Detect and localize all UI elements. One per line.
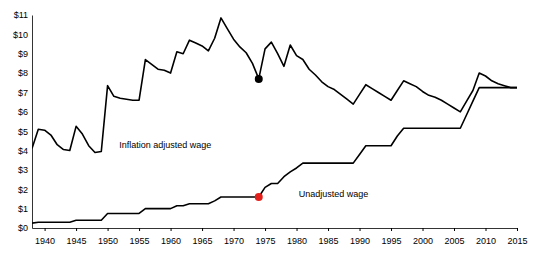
- x-tick-label: 2000: [413, 236, 433, 246]
- x-tick: 1970: [224, 228, 244, 246]
- x-tick-label: 1980: [287, 236, 307, 246]
- y-tick-label: $9: [18, 49, 28, 59]
- y-tick-label: $4: [18, 146, 28, 156]
- x-tick: 1955: [130, 228, 150, 246]
- x-tick-label: 1945: [67, 236, 87, 246]
- x-tick-mark: [108, 228, 109, 231]
- y-tick: $11: [14, 10, 32, 20]
- highlight-dot: [255, 75, 263, 83]
- y-tick: $1: [18, 204, 32, 214]
- x-tick-label: 1955: [130, 236, 150, 246]
- x-tick-mark: [360, 228, 361, 231]
- x-tick-label: 1940: [35, 236, 55, 246]
- x-tick-mark: [486, 228, 487, 231]
- series-line: [32, 18, 517, 153]
- x-tick: 1950: [98, 228, 118, 246]
- x-tick: 1960: [161, 228, 181, 246]
- x-tick-label: 2005: [444, 236, 464, 246]
- x-tick: 1985: [319, 228, 339, 246]
- highlight-dot: [255, 193, 263, 201]
- y-tick-label: $6: [18, 107, 28, 117]
- x-axis: 1940 1945 1950 1955 1960 1965 1970 1975 1980 1985…: [33, 228, 528, 246]
- x-tick-label: 2015: [507, 236, 527, 246]
- chart: 1940 1945 1950 1955 1960 1965 1970 1975 1980 1985…: [0, 0, 550, 262]
- x-tick-label: 1960: [161, 236, 181, 246]
- x-tick-mark: [76, 228, 77, 231]
- y-tick: $8: [18, 68, 32, 78]
- y-tick: $10: [13, 30, 32, 40]
- x-tick-mark: [297, 228, 298, 231]
- series-line: [32, 88, 517, 224]
- x-tick: 1990: [350, 228, 370, 246]
- y-tick: $0: [18, 223, 32, 233]
- x-tick: 1965: [193, 228, 213, 246]
- y-axis: $0 $1 $2 $3 $4 $5 $6 $7 $8 $9 $10 $11: [13, 10, 33, 233]
- series-group: [32, 18, 517, 223]
- series-labels: Inflation adjusted wage Unadjusted wage: [119, 140, 368, 199]
- x-tick: 1945: [67, 228, 87, 246]
- x-tick: 2005: [444, 228, 464, 246]
- y-tick-label: $11: [14, 10, 28, 20]
- x-tick-mark: [171, 228, 172, 231]
- y-axis-line: [32, 16, 33, 229]
- x-tick-mark: [517, 228, 518, 231]
- y-tick-label: $5: [18, 127, 28, 137]
- x-tick-label: 1965: [193, 236, 213, 246]
- x-tick-label: 1975: [256, 236, 276, 246]
- y-tick-label: $3: [18, 165, 28, 175]
- x-axis-line: [33, 228, 518, 229]
- x-tick-mark: [391, 228, 392, 231]
- x-tick-mark: [45, 228, 46, 231]
- y-tick: $6: [18, 107, 32, 117]
- series-label: Inflation adjusted wage: [119, 140, 211, 150]
- x-tick: 2015: [507, 228, 527, 246]
- x-tick-mark: [139, 228, 140, 231]
- x-tick-mark: [328, 228, 329, 231]
- x-tick: 2000: [413, 228, 433, 246]
- x-tick-label: 1985: [319, 236, 339, 246]
- y-tick-label: $2: [18, 185, 28, 195]
- y-tick-label: $7: [18, 88, 28, 98]
- y-tick-label: $10: [13, 30, 28, 40]
- x-tick-label: 2010: [476, 236, 496, 246]
- y-tick: $9: [18, 49, 32, 59]
- x-tick: 1995: [382, 228, 402, 246]
- x-tick: 1975: [256, 228, 276, 246]
- y-tick: $7: [18, 88, 32, 98]
- y-tick-label: $8: [18, 68, 28, 78]
- x-tick-mark: [234, 228, 235, 231]
- plot-area: 1940 1945 1950 1955 1960 1965 1970 1975 1980 1985…: [13, 10, 528, 246]
- y-tick: $5: [18, 127, 32, 137]
- y-tick: $4: [18, 146, 32, 156]
- y-tick-label: $1: [18, 204, 28, 214]
- y-tick: $3: [18, 165, 32, 175]
- x-tick-mark: [202, 228, 203, 231]
- series-label: Unadjusted wage: [299, 189, 369, 199]
- y-tick-label: $0: [18, 223, 28, 233]
- x-tick-mark: [265, 228, 266, 231]
- x-tick-label: 1970: [224, 236, 244, 246]
- x-tick-mark: [454, 228, 455, 231]
- x-tick: 1940: [35, 228, 55, 246]
- x-tick-label: 1995: [382, 236, 402, 246]
- x-tick: 2010: [476, 228, 496, 246]
- x-tick-label: 1950: [98, 236, 118, 246]
- y-tick: $2: [18, 185, 32, 195]
- x-tick-mark: [423, 228, 424, 231]
- x-tick-label: 1990: [350, 236, 370, 246]
- x-tick: 1980: [287, 228, 307, 246]
